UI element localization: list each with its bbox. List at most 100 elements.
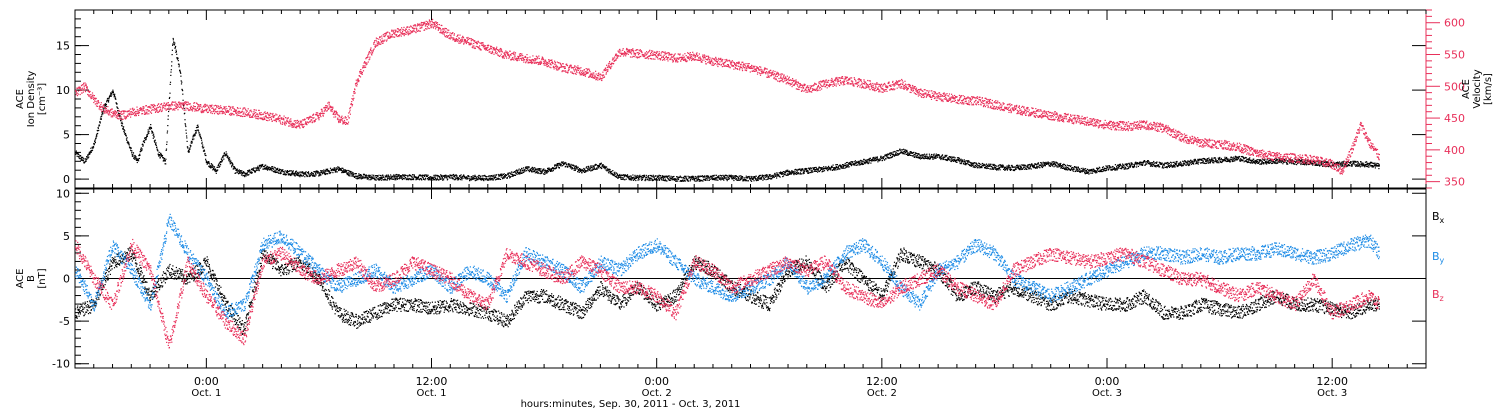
data-point <box>104 105 105 106</box>
data-point <box>342 168 343 169</box>
data-point <box>753 178 754 179</box>
data-point <box>592 167 593 168</box>
data-point <box>488 179 489 180</box>
data-point <box>395 178 396 179</box>
data-point <box>215 171 216 172</box>
data-point <box>167 132 168 133</box>
data-point <box>787 175 788 176</box>
data-point <box>839 169 840 170</box>
data-point <box>1075 170 1076 171</box>
data-point <box>148 133 149 134</box>
data-point <box>379 177 380 178</box>
data-point <box>272 166 273 167</box>
data-point <box>421 179 422 180</box>
data-point <box>1170 166 1171 167</box>
data-point <box>80 155 81 156</box>
data-point <box>601 167 602 168</box>
data-point <box>891 154 892 155</box>
data-point <box>534 171 535 172</box>
data-point <box>998 169 999 170</box>
data-point <box>553 170 554 171</box>
data-point <box>478 177 479 178</box>
data-point <box>502 174 503 175</box>
data-point <box>773 175 774 176</box>
data-point <box>827 170 828 171</box>
data-point <box>372 175 373 176</box>
data-point <box>808 172 809 173</box>
data-point <box>1014 170 1015 171</box>
data-point <box>1052 165 1053 166</box>
data-point <box>1067 167 1068 168</box>
data-point <box>425 178 426 179</box>
data-point <box>183 100 184 101</box>
data-point <box>650 180 651 181</box>
data-point <box>83 84 84 85</box>
data-point <box>658 177 659 178</box>
data-point <box>332 172 333 173</box>
data-point <box>205 155 206 156</box>
data-point <box>685 176 686 177</box>
data-point <box>187 148 188 149</box>
data-point <box>1145 161 1146 162</box>
data-point <box>690 180 691 181</box>
data-point <box>122 123 123 124</box>
data-point <box>1282 160 1283 161</box>
data-point <box>399 174 400 175</box>
data-point <box>1287 164 1288 165</box>
data-point <box>588 168 589 169</box>
data-point <box>139 158 140 159</box>
data-point <box>899 149 900 150</box>
data-point <box>83 83 84 84</box>
data-point <box>642 175 643 176</box>
data-point <box>1082 171 1083 172</box>
data-point <box>877 156 878 157</box>
data-point <box>244 175 245 176</box>
data-point <box>541 172 542 173</box>
data-point <box>629 178 630 179</box>
data-point <box>315 172 316 173</box>
data-point <box>1256 159 1257 160</box>
data-point <box>188 150 189 151</box>
data-point <box>1281 162 1282 163</box>
data-point <box>77 93 78 94</box>
data-point <box>80 94 81 95</box>
data-point <box>95 142 96 143</box>
data-point <box>921 154 922 155</box>
data-point <box>1238 158 1239 159</box>
data-point <box>800 172 801 173</box>
data-point <box>1090 173 1091 174</box>
data-point <box>351 175 352 176</box>
data-point <box>543 168 544 169</box>
data-point <box>267 166 268 167</box>
data-point <box>748 180 749 181</box>
data-point <box>308 171 309 172</box>
data-point <box>202 146 203 147</box>
data-point <box>179 70 180 71</box>
data-point <box>710 179 711 180</box>
data-point <box>999 167 1000 168</box>
data-point <box>750 179 751 180</box>
data-point <box>1356 161 1357 162</box>
data-point <box>299 172 300 173</box>
data-point <box>1175 166 1176 167</box>
data-point <box>366 175 367 176</box>
data-point <box>940 159 941 160</box>
data-point <box>571 165 572 166</box>
data-point <box>501 177 502 178</box>
data-point <box>254 168 255 169</box>
data-point <box>941 158 942 159</box>
data-point <box>103 109 104 110</box>
data-point <box>1274 163 1275 164</box>
data-point <box>566 163 567 164</box>
data-point <box>769 175 770 176</box>
data-point <box>1130 165 1131 166</box>
data-point <box>642 179 643 180</box>
data-point <box>577 168 578 169</box>
data-point <box>115 99 116 100</box>
data-point <box>855 160 856 161</box>
data-point <box>1219 157 1220 158</box>
data-point <box>787 173 788 174</box>
data-point <box>430 179 431 180</box>
data-point <box>329 171 330 172</box>
data-point <box>217 167 218 168</box>
